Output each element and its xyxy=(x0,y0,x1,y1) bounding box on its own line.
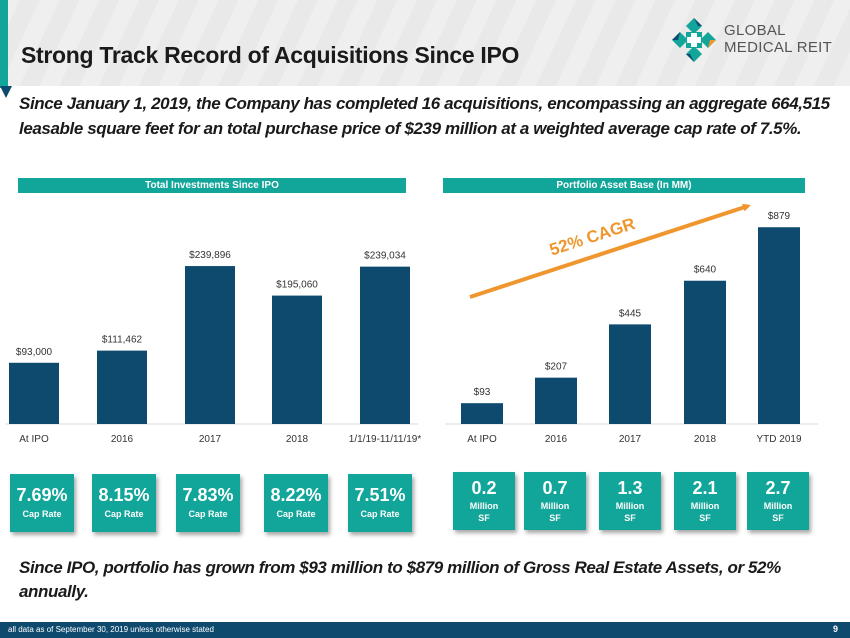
data-label: $195,060 xyxy=(276,280,318,291)
cap-rate-label: Cap Rate xyxy=(22,509,62,519)
square-feet-unit: Million xyxy=(690,501,720,511)
chart-1-title: Total Investments Since IPO xyxy=(18,178,406,193)
square-feet-value: 2.1 xyxy=(692,478,718,498)
x-tick-label: At IPO xyxy=(19,434,49,445)
data-label: $879 xyxy=(768,211,791,222)
slide-title: Strong Track Record of Acquisitions Sinc… xyxy=(21,42,520,68)
data-label: $93,000 xyxy=(16,347,53,358)
cagr-annotation: 52% CAGR xyxy=(547,214,637,260)
square-feet-value: 2.7 xyxy=(765,478,791,498)
x-tick-label: YTD 2019 xyxy=(756,434,801,445)
bar xyxy=(758,227,800,424)
bar xyxy=(9,362,59,424)
x-tick-label: 2018 xyxy=(286,434,309,445)
x-tick-label: 2017 xyxy=(619,434,642,445)
chart-2-title: Portfolio Asset Base (In MM) xyxy=(443,178,805,193)
cap-rate-tile: 7.83% Cap Rate xyxy=(176,474,240,532)
bar xyxy=(360,266,410,424)
total-investments-chart: $93,000 At IPO $111,462 2016 $239,896 2017 $19… xyxy=(5,250,421,445)
x-tick-label: 2016 xyxy=(111,434,134,445)
data-label: $207 xyxy=(545,362,568,373)
square-feet-suffix: SF xyxy=(624,513,636,523)
portfolio-asset-base-chart: $93 At IPO $207 2016 $445 2017 $640 2018 $879 YTD… xyxy=(445,211,818,445)
data-label: $640 xyxy=(694,265,717,276)
bar xyxy=(272,295,322,424)
x-tick-label: 1/1/19-11/11/19* xyxy=(349,434,422,445)
data-label: $445 xyxy=(619,308,642,319)
square-feet-value: 1.3 xyxy=(617,478,643,498)
page-number: 9 xyxy=(832,624,838,634)
square-feet-tile: 2.1 Million SF xyxy=(674,472,736,530)
square-feet-unit: Million xyxy=(540,501,570,511)
global-medical-reit-logo-icon xyxy=(672,18,716,62)
outro-text: Since IPO, portfolio has grown from $93 … xyxy=(19,558,781,601)
cap-rate-value: 7.69% xyxy=(16,485,68,505)
square-feet-tile: 1.3 Million SF xyxy=(599,472,661,530)
x-tick-label: 2017 xyxy=(199,434,222,445)
square-feet-unit: Million xyxy=(615,501,645,511)
x-tick-label: At IPO xyxy=(467,434,497,445)
logo-line-2: MEDICAL REIT xyxy=(724,39,833,56)
square-feet-tile: 2.7 Million SF xyxy=(747,472,809,530)
square-feet-tile: 0.7 Million SF xyxy=(524,472,586,530)
cap-rate-tile: 8.22% Cap Rate xyxy=(264,474,328,532)
cap-rate-tile: 8.15% Cap Rate xyxy=(92,474,156,532)
cap-rate-value: 7.51% xyxy=(354,485,406,505)
bar xyxy=(684,280,726,424)
cap-rate-tile: 7.69% Cap Rate xyxy=(10,474,74,532)
data-label: $239,896 xyxy=(189,250,231,261)
square-feet-unit: Million xyxy=(763,501,793,511)
x-tick-label: 2018 xyxy=(694,434,717,445)
cap-rate-label: Cap Rate xyxy=(360,509,400,519)
data-label: $111,462 xyxy=(102,335,143,346)
accent-bar xyxy=(0,0,8,88)
x-tick-label: 2016 xyxy=(545,434,568,445)
footer-note: all data as of September 30, 2019 unless… xyxy=(8,625,214,634)
bar xyxy=(535,377,577,424)
cap-rate-tile: 7.51% Cap Rate xyxy=(348,474,412,532)
logo-line-1: GLOBAL xyxy=(724,22,786,39)
cap-rate-value: 8.22% xyxy=(270,485,322,505)
cap-rate-value: 8.15% xyxy=(98,485,150,505)
square-feet-suffix: SF xyxy=(478,513,490,523)
bar xyxy=(461,403,503,424)
cap-rate-value: 7.83% xyxy=(182,485,234,505)
data-label: $93 xyxy=(474,387,491,398)
cap-rate-label: Cap Rate xyxy=(276,509,316,519)
bar xyxy=(609,324,651,424)
square-feet-suffix: SF xyxy=(772,513,784,523)
charts-canvas: $93,000 At IPO $111,462 2016 $239,896 2017 $19… xyxy=(5,203,818,445)
logo-text: GLOBAL MEDICAL REIT xyxy=(724,22,832,56)
intro-text: Since January 1, 2019, the Company has c… xyxy=(19,94,830,138)
footer: all data as of September 30, 2019 unless… xyxy=(0,622,850,638)
square-feet-value: 0.2 xyxy=(471,478,497,498)
data-label: $239,034 xyxy=(364,251,406,262)
square-feet-value: 0.7 xyxy=(542,478,568,498)
bar xyxy=(185,266,235,424)
cagr-arrow xyxy=(469,203,751,299)
bar xyxy=(97,350,147,424)
square-feet-suffix: SF xyxy=(549,513,561,523)
cap-rate-label: Cap Rate xyxy=(188,509,228,519)
cap-rate-label: Cap Rate xyxy=(104,509,144,519)
square-feet-unit: Million xyxy=(469,501,499,511)
square-feet-tile: 0.2 Million SF xyxy=(453,472,515,530)
accent-bar-tip xyxy=(0,86,12,98)
square-feet-suffix: SF xyxy=(699,513,711,523)
